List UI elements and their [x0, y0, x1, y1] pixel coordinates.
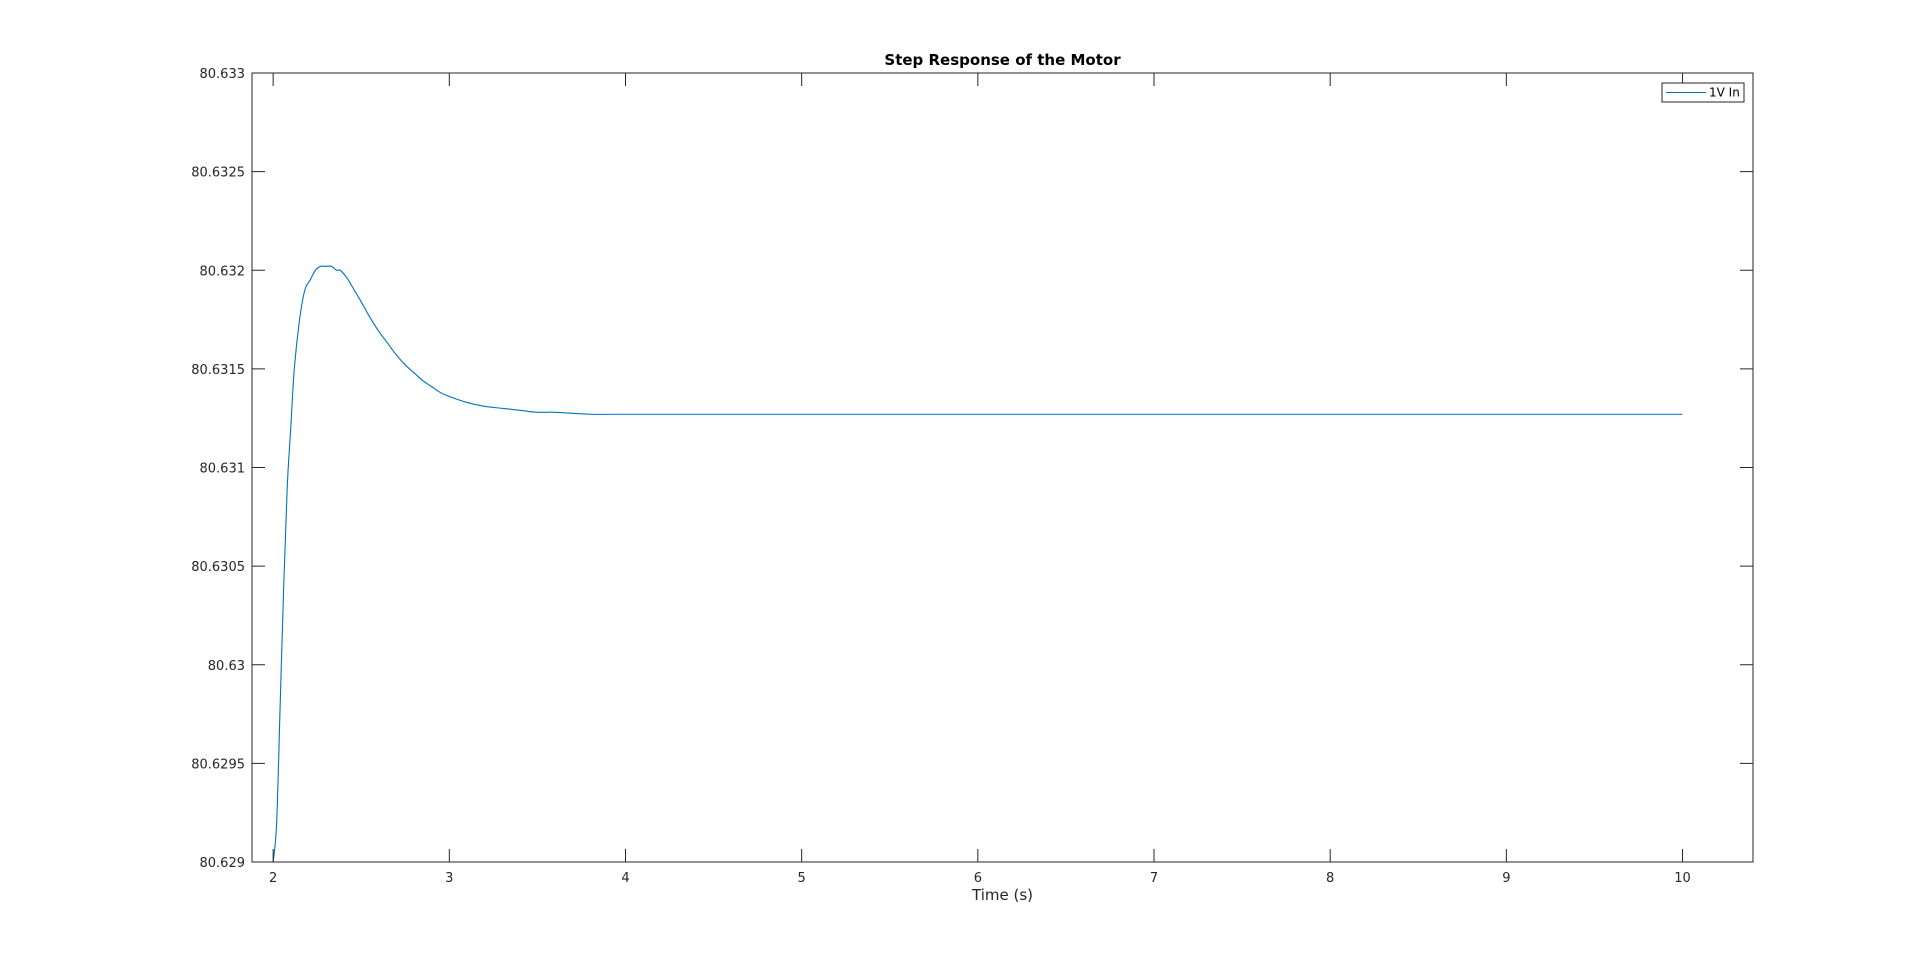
y-axis-ticks: 80.629 80.6295 80.63 80.6305 80.631 80.6315 80… [191, 67, 1753, 871]
x-tick-label: 10 [1674, 871, 1691, 886]
x-axis-title: Time (s) [971, 886, 1033, 904]
y-tick-label: 80.632 [200, 264, 246, 279]
x-axis-ticks: 2 3 4 5 6 7 8 9 10 [269, 73, 1691, 886]
y-tick-label: 80.6325 [191, 166, 245, 181]
data-layer [272, 265, 1683, 863]
x-tick-label: 6 [974, 871, 982, 886]
y-tick-label: 80.633 [200, 67, 246, 82]
y-tick-label: 80.6305 [191, 560, 245, 575]
y-tick-label: 80.6315 [191, 363, 245, 378]
x-tick-label: 3 [445, 871, 453, 886]
y-tick-label: 80.631 [200, 462, 246, 477]
plot-frame [251, 72, 1754, 863]
series-line-1v-in [272, 265, 1683, 863]
chart-title: Step Response of the Motor [884, 51, 1121, 69]
x-tick-label: 7 [1150, 871, 1158, 886]
x-tick-label: 5 [798, 871, 806, 886]
y-tick-label: 80.629 [200, 856, 246, 871]
x-tick-label: 4 [621, 871, 629, 886]
y-tick-label: 80.63 [208, 659, 245, 674]
x-tick-label: 8 [1326, 871, 1334, 886]
plot-area [252, 73, 1753, 862]
x-tick-label: 9 [1502, 871, 1510, 886]
y-tick-label: 80.6295 [191, 757, 245, 772]
x-tick-label: 2 [269, 871, 277, 886]
legend-label-1v-in: 1V In [1709, 86, 1740, 100]
legend: 1V In [1661, 82, 1745, 103]
